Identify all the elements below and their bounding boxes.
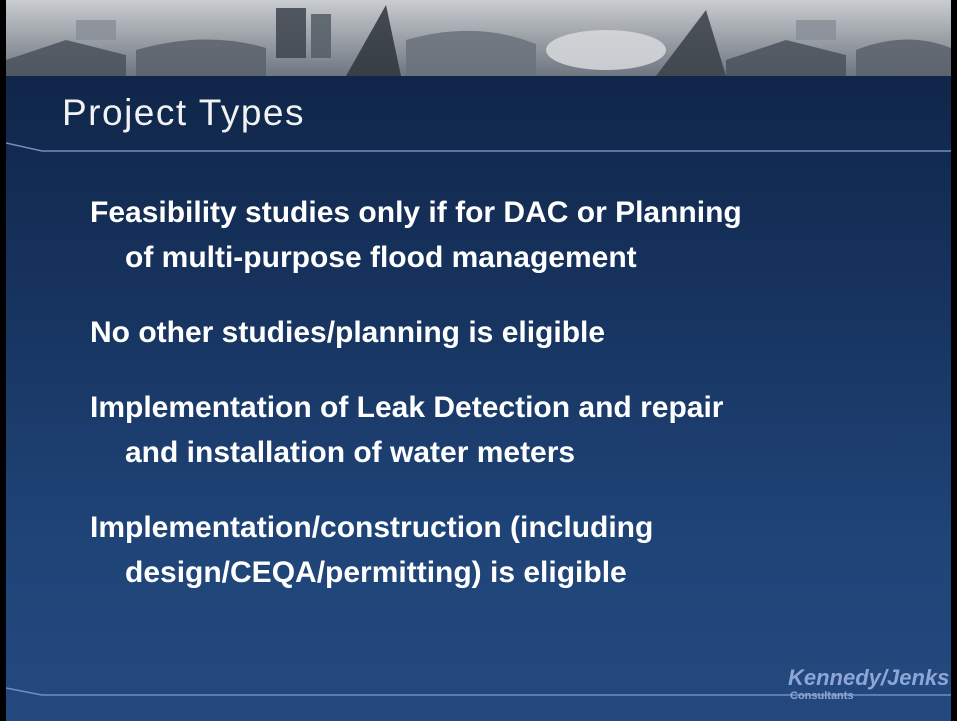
bullet: No other studies/planning is eligible bbox=[90, 310, 742, 355]
slide: Project Types Feasibility studies only i… bbox=[0, 0, 957, 721]
bullet-text: and installation of water meters bbox=[90, 430, 742, 475]
bullet-text: of multi-purpose flood management bbox=[90, 235, 742, 280]
bullet: Implementation of Leak Detection and rep… bbox=[90, 385, 742, 475]
logo-tagline: Consultants bbox=[788, 690, 949, 702]
logo: Kennedy/Jenks Consultants bbox=[788, 666, 949, 702]
bullet-text: Feasibility studies only if for DAC or P… bbox=[90, 190, 742, 235]
bullet-text: No other studies/planning is eligible bbox=[90, 310, 742, 355]
slide-title: Project Types bbox=[62, 92, 305, 134]
bullet-text: design/CEQA/permitting) is eligible bbox=[90, 550, 742, 595]
title-rule bbox=[6, 143, 951, 151]
logo-name: Kennedy/Jenks bbox=[788, 666, 949, 690]
bullet-text: Implementation of Leak Detection and rep… bbox=[90, 385, 742, 430]
slide-background: Project Types Feasibility studies only i… bbox=[6, 0, 951, 721]
bullet: Feasibility studies only if for DAC or P… bbox=[90, 190, 742, 280]
bullet-list: Feasibility studies only if for DAC or P… bbox=[90, 190, 742, 625]
bullet-text: Implementation/construction (including bbox=[90, 505, 742, 550]
